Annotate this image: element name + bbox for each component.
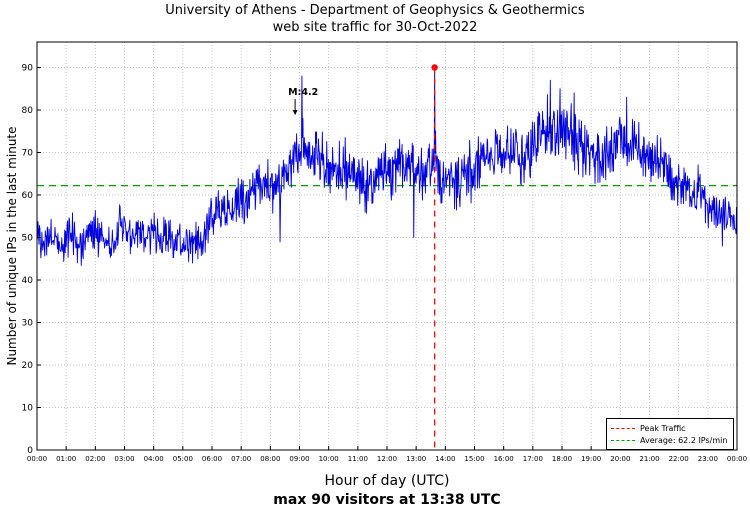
svg-text:15:00: 15:00	[464, 455, 484, 463]
y-axis-label: Number of unique IPs in the last minute	[5, 126, 19, 366]
svg-text:20: 20	[22, 361, 34, 371]
svg-text:90: 90	[22, 64, 34, 74]
svg-text:0: 0	[27, 446, 33, 456]
svg-text:07:00: 07:00	[231, 455, 251, 463]
svg-text:50: 50	[22, 234, 34, 244]
peak-line-sample-icon	[611, 427, 635, 429]
svg-text:23:00: 23:00	[698, 455, 718, 463]
peak-marker	[431, 64, 438, 71]
chart-title: University of Athens - Department of Geo…	[165, 3, 585, 18]
average-line-sample-icon	[611, 439, 635, 441]
svg-text:10: 10	[22, 404, 34, 414]
peak-caption: max 90 visitors at 13:38 UTC	[273, 492, 501, 508]
svg-text:12:00: 12:00	[377, 455, 397, 463]
svg-text:17:00: 17:00	[523, 455, 543, 463]
svg-text:18:00: 18:00	[552, 455, 572, 463]
svg-text:22:00: 22:00	[669, 455, 689, 463]
traffic-series-line	[36, 67, 738, 266]
grid	[37, 42, 737, 450]
svg-text:02:00: 02:00	[85, 455, 105, 463]
svg-text:21:00: 21:00	[639, 455, 659, 463]
svg-text:09:00: 09:00	[289, 455, 309, 463]
legend-label-average: Average: 62.2 IPs/min	[640, 435, 728, 445]
svg-text:16:00: 16:00	[494, 455, 514, 463]
svg-text:03:00: 03:00	[114, 455, 134, 463]
svg-text:20:00: 20:00	[610, 455, 630, 463]
legend-label-peak: Peak Traffic	[640, 423, 686, 433]
svg-text:00:00: 00:00	[27, 455, 47, 463]
svg-text:11:00: 11:00	[348, 455, 368, 463]
annotation-event: M:4.2	[288, 87, 318, 116]
legend-entry-average: Average: 62.2 IPs/min	[611, 434, 729, 446]
svg-text:80: 80	[22, 106, 34, 116]
x-tick-labels: 00:00 01:00 02:00 03:00 04:00 05:00 06:00 07:00…	[27, 446, 747, 463]
svg-text:04:00: 04:00	[144, 455, 164, 463]
svg-text:M:4.2: M:4.2	[288, 87, 318, 98]
svg-text:60: 60	[22, 191, 34, 201]
svg-text:13:00: 13:00	[406, 455, 426, 463]
svg-text:10:00: 10:00	[319, 455, 339, 463]
svg-text:06:00: 06:00	[202, 455, 222, 463]
svg-text:30: 30	[22, 319, 34, 329]
svg-text:00:00: 00:00	[727, 455, 747, 463]
svg-text:01:00: 01:00	[56, 455, 76, 463]
legend-entry-peak: Peak Traffic	[611, 422, 729, 434]
x-axis-label: Hour of day (UTC)	[324, 473, 450, 489]
svg-text:14:00: 14:00	[435, 455, 455, 463]
y-tick-labels: 0 10 20 30 40 50 60 70 80 90	[22, 64, 41, 456]
svg-text:19:00: 19:00	[581, 455, 601, 463]
svg-text:70: 70	[22, 149, 34, 159]
chart-subtitle: web site traffic for 30-Oct-2022	[272, 20, 478, 35]
svg-text:40: 40	[22, 276, 34, 286]
legend: Peak Traffic Average: 62.2 IPs/min	[606, 418, 734, 450]
svg-text:08:00: 08:00	[260, 455, 280, 463]
svg-text:05:00: 05:00	[173, 455, 193, 463]
peak-line	[431, 64, 438, 450]
